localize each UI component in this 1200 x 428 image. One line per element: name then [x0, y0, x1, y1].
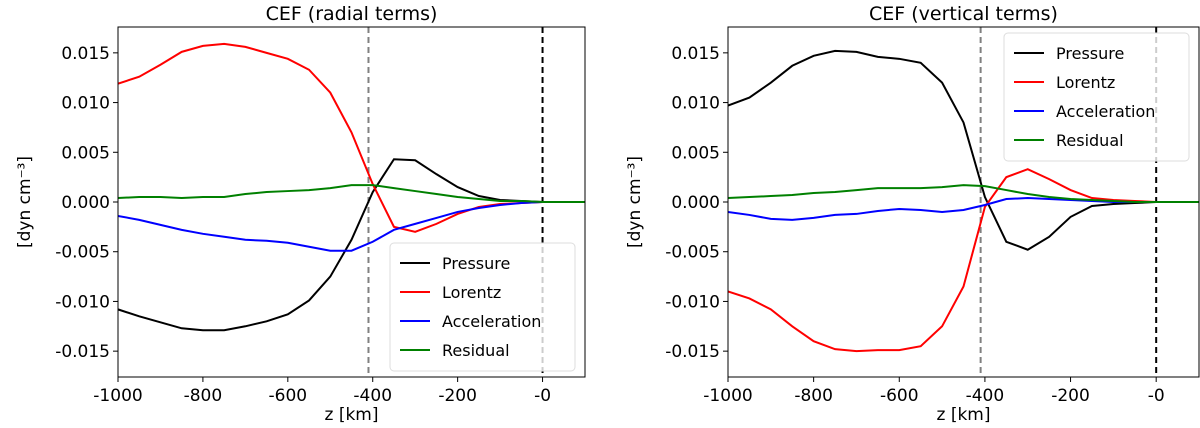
x-tick-label: -0: [1148, 386, 1165, 406]
plot-frame: [117, 26, 586, 378]
x-tick-label: -200: [438, 386, 477, 406]
y-tick-label: 0.005: [61, 143, 110, 163]
y-tick-label: 0.000: [671, 193, 720, 213]
y-tick-label: -0.015: [665, 342, 720, 362]
y-tick-label: -0.005: [55, 243, 110, 263]
series-line: [118, 184, 585, 203]
x-tick-label: -800: [184, 386, 223, 406]
series-line: [728, 168, 1199, 353]
y-axis-label: [dyn cm⁻³]: [625, 156, 645, 248]
legend-label: Acceleration: [1056, 102, 1155, 121]
y-tick-label: -0.005: [665, 243, 720, 263]
y-tick-label: -0.010: [665, 292, 720, 312]
x-tick-label: -600: [269, 386, 308, 406]
x-tick-label: -400: [966, 386, 1005, 406]
x-tick-label: -0: [534, 386, 551, 406]
y-tick-label: 0.015: [671, 44, 720, 64]
y-tick-label: 0.015: [61, 44, 110, 64]
legend-label: Pressure: [1056, 44, 1124, 63]
x-tick-label: -200: [1051, 386, 1090, 406]
plot: CEF (radial terms) z [km] [dyn cm⁻³] -0.015…: [15, 3, 586, 425]
x-tick-label: -400: [353, 386, 392, 406]
series-line: [118, 201, 585, 252]
legend-label: Pressure: [442, 254, 510, 273]
series-line: [728, 49, 1199, 251]
y-tick-label: 0.000: [61, 193, 110, 213]
x-tick-label: -800: [794, 386, 833, 406]
plot: CEF (vertical terms) z [km] [dyn cm⁻³] -0.0…: [625, 3, 1200, 425]
y-tick-label: -0.015: [55, 342, 110, 362]
plot-frame: [727, 26, 1200, 378]
series-line: [728, 184, 1199, 203]
x-axis-label: z [km]: [937, 405, 991, 425]
y-tick-label: 0.010: [61, 94, 110, 114]
legend-label: Residual: [442, 341, 510, 360]
legend-label: Lorentz: [1056, 73, 1115, 92]
x-tick-label: -1000: [93, 386, 142, 406]
legend-label: Acceleration: [442, 312, 541, 331]
legend-label: Lorentz: [442, 283, 501, 302]
y-tick-label: -0.010: [55, 292, 110, 312]
legend-box: [1003, 32, 1190, 162]
x-tick-label: -600: [880, 386, 919, 406]
legend-box: [389, 242, 576, 372]
chart-title: CEF (radial terms): [266, 3, 438, 25]
y-tick-label: 0.010: [671, 94, 720, 114]
y-tick-label: 0.005: [671, 143, 720, 163]
x-tick-label: -1000: [703, 386, 752, 406]
x-axis-label: z [km]: [325, 405, 379, 425]
y-axis-label: [dyn cm⁻³]: [15, 156, 35, 248]
chart-title: CEF (vertical terms): [869, 3, 1058, 25]
legend-label: Residual: [1056, 131, 1124, 150]
